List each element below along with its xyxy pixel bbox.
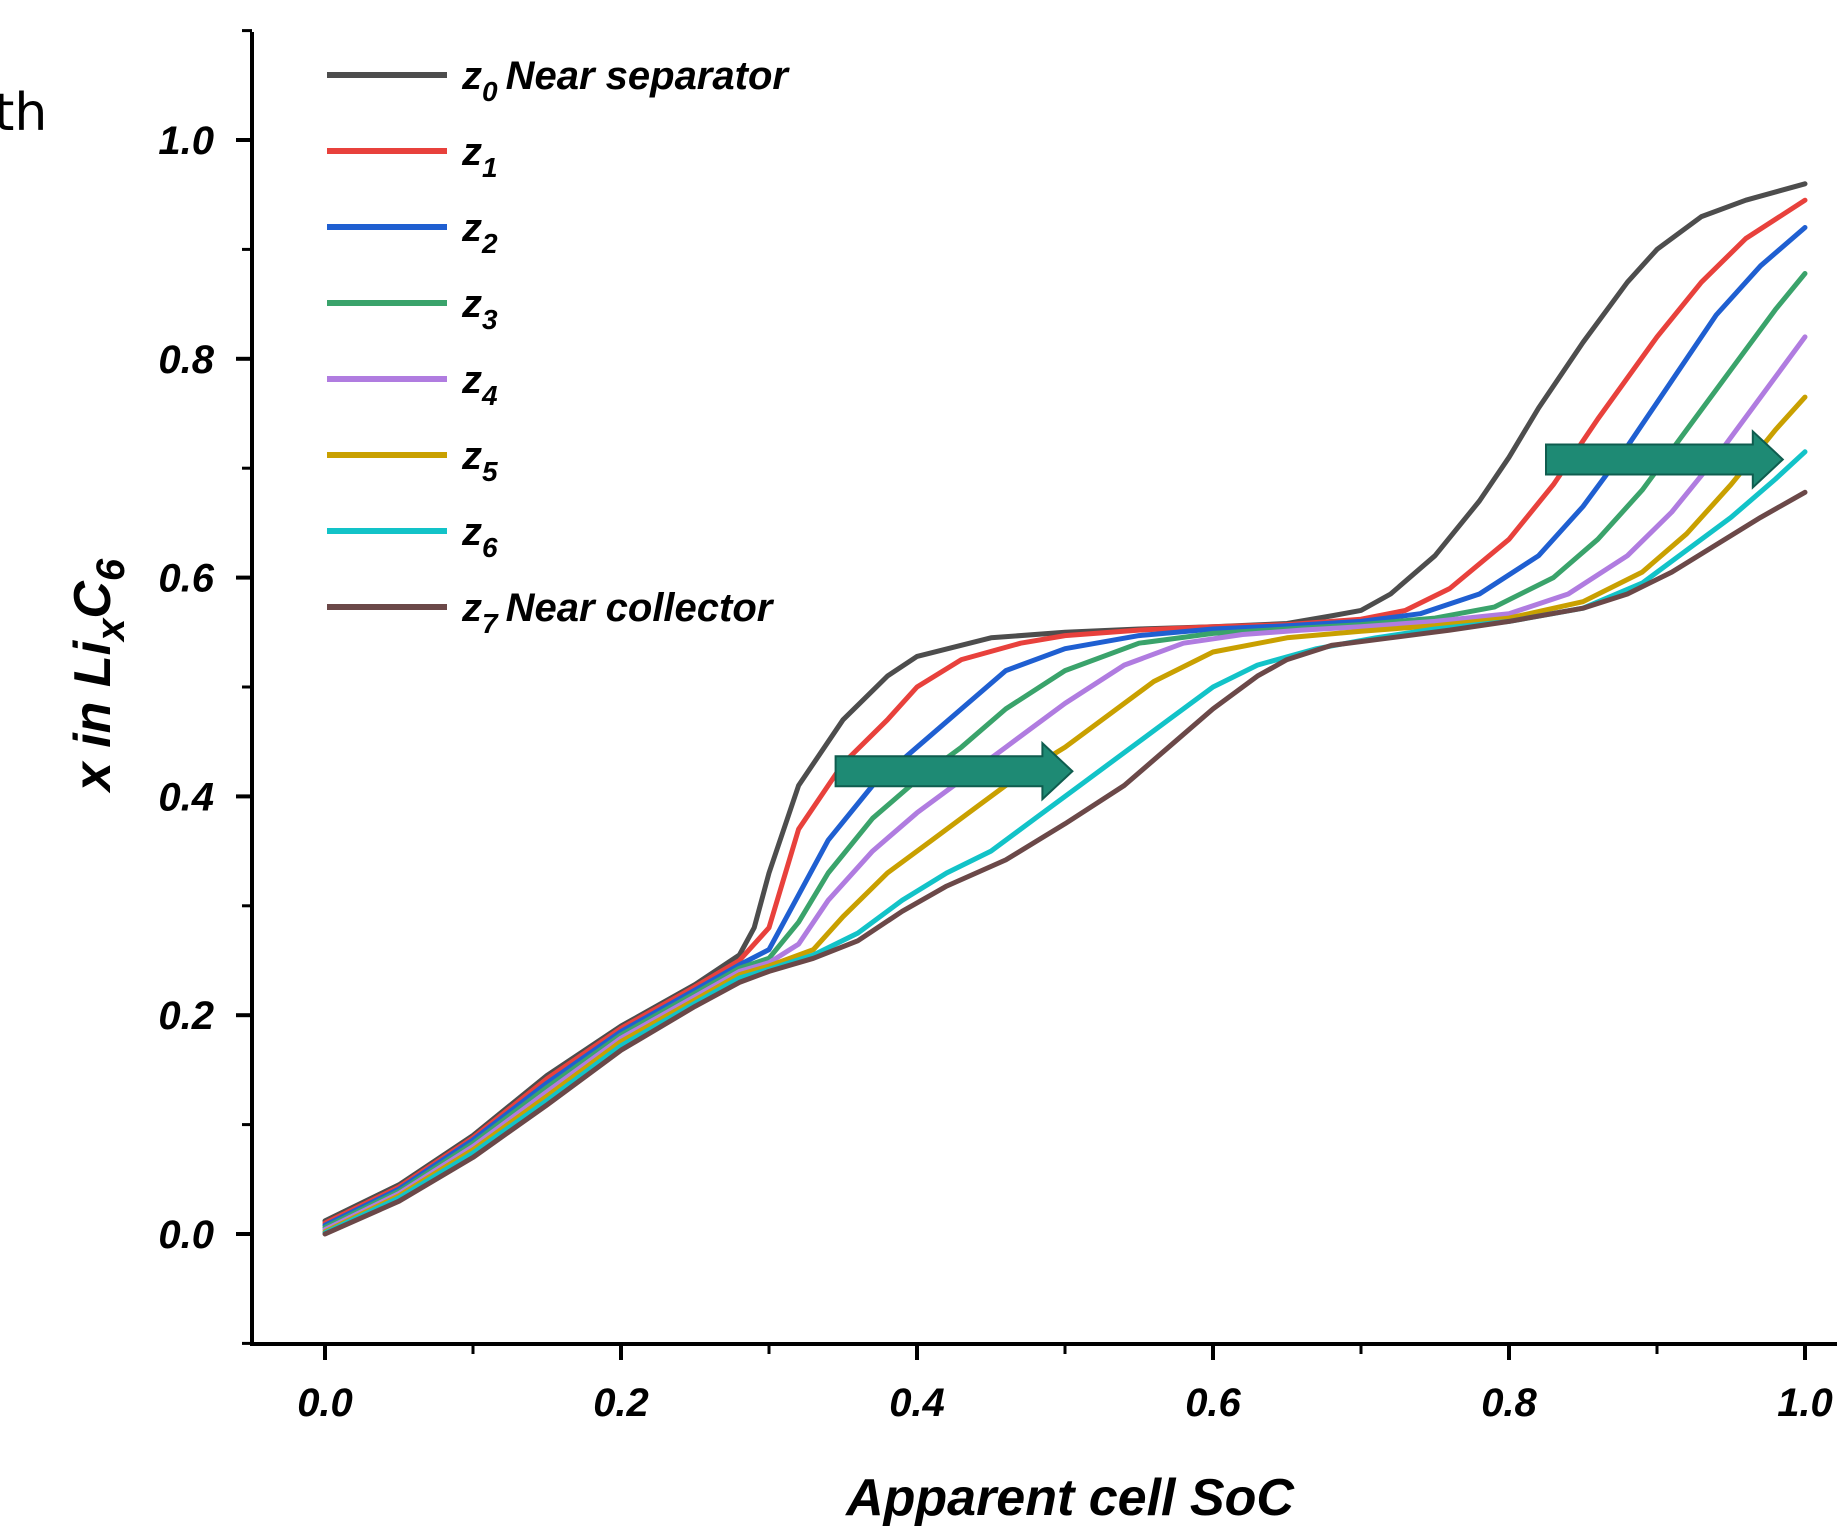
y-tick-label: 0.6 (158, 557, 214, 601)
legend-label-suffix: Near collector (506, 586, 775, 630)
legend-label-base: z (461, 586, 482, 630)
x-tick-label: 1.0 (1777, 1381, 1833, 1425)
legend-label-base: z (461, 510, 482, 554)
cropped-text-fragment: th (0, 83, 47, 143)
series-line-z4 (322, 334, 1808, 1233)
y-tick-label: 0.8 (158, 338, 214, 382)
x-tick-label: 0.2 (593, 1381, 649, 1425)
legend-label-sub: 6 (482, 532, 498, 563)
y-tick-label: 1.0 (158, 119, 214, 163)
legend-label-base: z (461, 282, 482, 326)
legend-label-sub: 5 (482, 456, 498, 487)
series-layer (322, 181, 1808, 1237)
legend-label-sub: 1 (482, 152, 498, 183)
x-tick-label: 0.0 (297, 1381, 353, 1425)
legend-label-sub: 3 (482, 304, 498, 335)
series-line-z2 (322, 225, 1808, 1228)
legend-label-z5: z5 (461, 434, 498, 487)
legend-label-z0: z0 Near separator (461, 54, 790, 107)
legend-label-sub: 2 (481, 228, 498, 259)
series-line-z1 (322, 197, 1808, 1226)
legend-label-z1: z1 (461, 130, 498, 183)
legend-label-z3: z3 (461, 282, 498, 335)
y-title-tail: C (64, 580, 122, 619)
series-line-z3 (322, 271, 1808, 1230)
x-axis-title: Apparent cell SoC (844, 1469, 1295, 1527)
legend-label-base: z (461, 130, 482, 174)
legend-label-z6: z6 (461, 510, 498, 563)
annotation-arrow (834, 740, 1074, 802)
legend-label-base: z (461, 206, 482, 250)
series-line-z6 (322, 449, 1808, 1236)
legend-label-base: z (461, 358, 482, 402)
axes: 0.0 0.2 0.4 0.6 0.8 1.0 0.0 0.2 0.4 0.6 0.8 1.0 (158, 29, 1837, 1425)
x-tick-label: 0.6 (1185, 1381, 1241, 1425)
y-title-base: x in Li (64, 639, 122, 794)
legend-label-sub: 7 (482, 608, 499, 639)
legend-label-z4: z4 (461, 358, 498, 411)
y-tick-label: 0.2 (158, 994, 214, 1038)
x-tick-label: 0.8 (1481, 1381, 1537, 1425)
legend-label-z7: z7 Near collector (461, 586, 775, 639)
x-tick-label: 0.4 (889, 1381, 945, 1425)
y-title-sub2: 6 (89, 558, 133, 581)
annotation-arrow (1545, 429, 1785, 490)
y-title-sub: x (89, 617, 133, 643)
legend-label-sub: 0 (482, 76, 498, 107)
y-tick-label: 0.4 (158, 775, 214, 819)
y-axis-title: x in LixC6 (64, 558, 133, 794)
y-tick-label: 0.0 (158, 1213, 214, 1257)
legend-label-sub: 4 (481, 380, 498, 411)
annotation-arrows (834, 429, 1785, 802)
legend-label-suffix: Near separator (506, 54, 791, 98)
legend-label-base: z (461, 434, 482, 478)
legend-label-z2: z2 (461, 206, 498, 259)
series-line-z7 (322, 489, 1808, 1237)
legend-label-base: z (461, 54, 482, 98)
